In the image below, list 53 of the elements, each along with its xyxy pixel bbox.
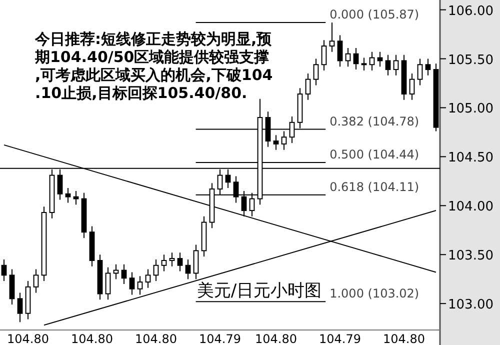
y-tick-label: 104.00 [448, 200, 494, 215]
candlestick [177, 252, 183, 272]
candlestick [409, 72, 415, 100]
y-tick-label: 105.50 [448, 52, 494, 68]
annotation: 今日推荐:短线修正走势较为明显,预期104.40/50区域能提供较强支撑,可考虑此区域买入的机会,下破104.10止损,目标回探105.40/80. [34, 30, 273, 102]
ref-line-label: 0.500 (104.44) [330, 148, 420, 162]
candlestick [385, 54, 391, 76]
candlestick [305, 72, 311, 100]
text: 美元/日元小时图 [196, 281, 322, 301]
ref-line-label: 1.000 (103.02) [330, 286, 420, 301]
candlestick [329, 22, 335, 52]
y-tick-label: 106.00 [448, 4, 494, 19]
candlestick [369, 51, 375, 72]
candlestick [17, 292, 23, 323]
candlestick [1, 258, 7, 282]
ref-line-label: 0.618 (104.11) [330, 180, 420, 194]
x-tick-label: 104.79 [199, 332, 241, 345]
candlestick [185, 258, 191, 280]
candlestick [425, 58, 431, 76]
x-tick-label: 104.80 [135, 332, 177, 345]
x-tick-label: 104.79 [319, 332, 361, 345]
candlestick [417, 58, 423, 86]
candlestick [361, 57, 367, 72]
candlestick [193, 244, 199, 280]
candlestick [393, 54, 399, 76]
candlestick [321, 40, 327, 72]
candlestick [9, 268, 15, 306]
candlestick [153, 258, 159, 282]
y-tick-label: 104.50 [448, 150, 494, 166]
candlestick [313, 58, 319, 86]
x-tick-label: 104.80 [71, 332, 113, 345]
ref-line-label: 0.000 (105.87) [330, 8, 420, 22]
candlestick [121, 264, 127, 284]
candlestick [161, 254, 167, 272]
y-tick-label: 105.00 [448, 102, 494, 117]
x-tick-label: 104.80 [383, 332, 425, 345]
candlestick [65, 188, 71, 204]
y-tick-label: 103.00 [448, 298, 494, 313]
candlestick [105, 266, 111, 300]
candlestick [345, 47, 351, 68]
candlestick [33, 268, 39, 294]
candlestick [353, 47, 359, 70]
candlestick [129, 272, 135, 296]
candlestick [337, 34, 343, 68]
candlestick [145, 268, 151, 288]
x-tick-label: 104.80 [255, 332, 297, 345]
ref-line-label: 0.382 (104.78) [330, 114, 420, 128]
y-tick-label: 103.50 [448, 248, 494, 264]
candlestick [169, 252, 175, 267]
x-tick-label: 104.80 [7, 332, 49, 345]
candlestick [273, 134, 279, 150]
candlestick [73, 190, 79, 206]
candlestick [137, 276, 143, 296]
